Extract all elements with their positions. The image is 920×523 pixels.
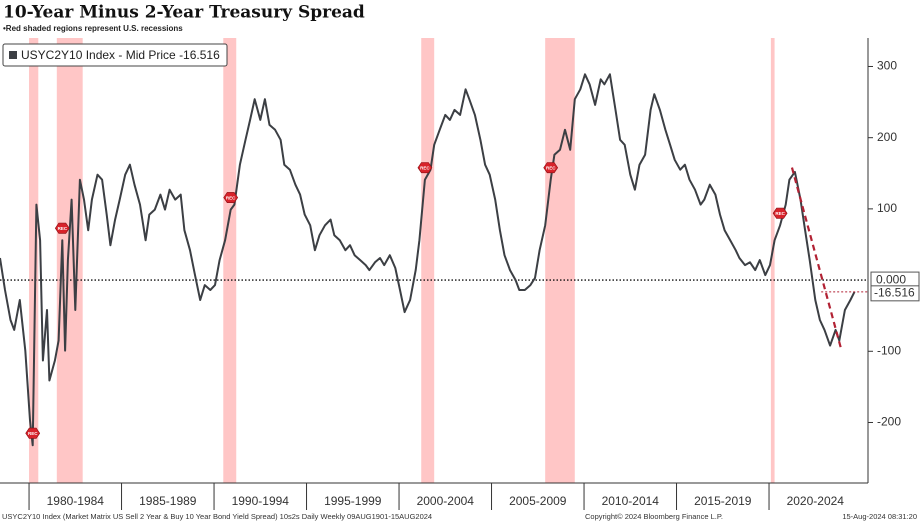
y-tick-label: 100 bbox=[877, 201, 897, 215]
recession-band bbox=[223, 38, 237, 483]
footer-date: 15-Aug-2024 08:31:20 bbox=[842, 512, 917, 521]
x-tick-label: 2005-2009 bbox=[509, 494, 567, 508]
x-tick-label: 1990-1994 bbox=[232, 494, 290, 508]
rec-marker bbox=[417, 162, 433, 174]
y-tick-label: -200 bbox=[877, 415, 901, 429]
x-tick-label: 2010-2014 bbox=[602, 494, 660, 508]
recession-band bbox=[770, 38, 775, 483]
y-tick-label: -100 bbox=[877, 343, 901, 357]
x-tick-label: 2000-2004 bbox=[417, 494, 475, 508]
last-value-label: -16.516 bbox=[874, 286, 915, 300]
plot: -200 -100 100 200 300 1980-1984 1985-1989 1990-… bbox=[0, 38, 920, 510]
footer-source: USYC2Y10 Index (Market Matrix US Sell 2 … bbox=[2, 512, 432, 521]
series-line bbox=[0, 73, 856, 447]
recession-band bbox=[421, 38, 435, 483]
rec-marker-label: REC bbox=[58, 226, 68, 231]
rec-marker bbox=[543, 162, 559, 174]
footer-copyright: Copyright© 2024 Bloomberg Finance L.P. bbox=[585, 512, 723, 521]
chart-subtitle: •Red shaded regions represent U.S. reces… bbox=[3, 24, 183, 33]
x-tick-label: 2015-2019 bbox=[694, 494, 752, 508]
x-tick-label: 2020-2024 bbox=[787, 494, 845, 508]
recession-band bbox=[29, 38, 39, 483]
last-value-box bbox=[870, 285, 920, 302]
zero-label: 0.000 bbox=[876, 272, 906, 286]
rec-marker bbox=[772, 207, 788, 219]
trend-line bbox=[790, 167, 843, 350]
legend-box bbox=[2, 43, 228, 67]
rec-marker-label: REC bbox=[546, 165, 556, 170]
x-tick-label: 1980-1984 bbox=[47, 494, 105, 508]
chart-title: 10-Year Minus 2-Year Treasury Spread bbox=[3, 3, 365, 23]
x-tick-label: 1995-1999 bbox=[324, 494, 382, 508]
rec-marker-label: REC bbox=[226, 195, 236, 200]
rec-marker bbox=[223, 192, 239, 203]
rec-marker-label: REC bbox=[775, 211, 785, 216]
legend-label: USYC2Y10 Index - Mid Price -16.516 bbox=[21, 48, 220, 62]
recession-band bbox=[545, 38, 575, 483]
x-tick-label: 1985-1989 bbox=[139, 494, 197, 508]
legend-swatch bbox=[9, 51, 17, 59]
rec-marker-label: REC bbox=[420, 165, 430, 170]
rec-marker-label: REC bbox=[28, 431, 38, 436]
y-tick-label: 200 bbox=[877, 130, 897, 144]
rec-marker bbox=[54, 222, 70, 234]
rec-marker bbox=[25, 427, 41, 439]
y-tick-label: 300 bbox=[877, 59, 897, 73]
